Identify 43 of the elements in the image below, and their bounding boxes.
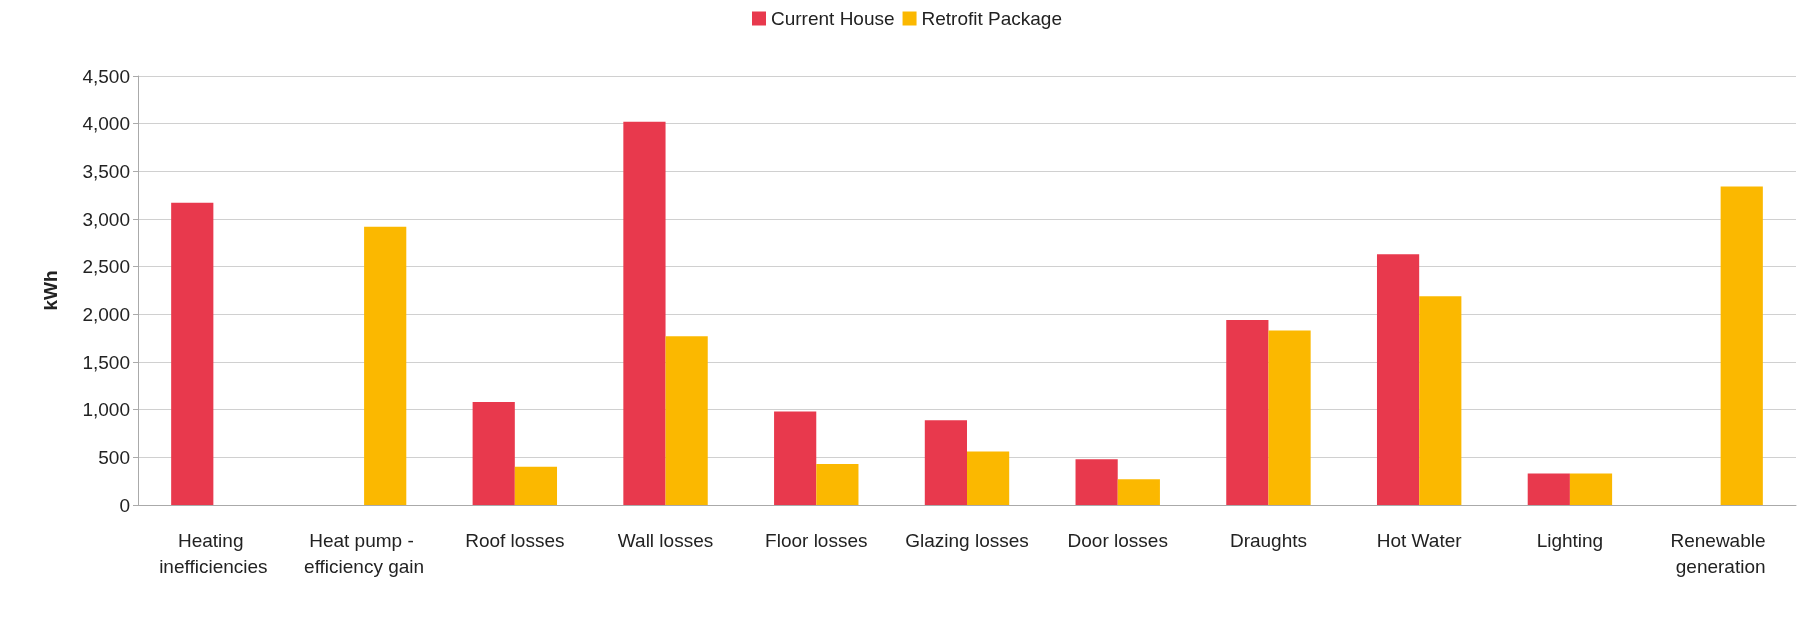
bar xyxy=(816,464,859,505)
y-tick-label: 1,500 xyxy=(82,351,130,373)
bar xyxy=(774,411,817,505)
x-tick-label: Heat pump - efficiency gain xyxy=(304,529,425,577)
x-tick-label: Hot Water xyxy=(1376,529,1463,551)
bar xyxy=(924,420,967,505)
y-tick-label: 0 xyxy=(119,494,130,516)
x-tick-label: Roof losses xyxy=(465,529,565,551)
bar xyxy=(1376,254,1420,505)
x-tick-label: Floor losses xyxy=(765,529,868,551)
bar xyxy=(514,466,558,505)
bar xyxy=(1226,320,1269,505)
y-tick-label: 2,500 xyxy=(82,256,130,278)
y-tick-label: 2,000 xyxy=(82,303,130,325)
y-tick-label: 4,500 xyxy=(82,65,130,87)
x-tick-label: Lighting xyxy=(1536,529,1604,551)
y-tick-label: 500 xyxy=(98,446,130,468)
legend-label: Current House xyxy=(770,8,895,29)
bar xyxy=(1117,479,1160,505)
bar xyxy=(171,202,214,505)
x-tick-label: Glazing losses xyxy=(905,529,1029,551)
y-axis-title: kWh xyxy=(40,270,61,311)
bar xyxy=(472,402,515,505)
bar xyxy=(967,451,1010,505)
bar xyxy=(1569,473,1613,505)
bar xyxy=(1268,330,1311,505)
x-tick-label: Door losses xyxy=(1067,529,1168,551)
bar xyxy=(1075,459,1118,505)
bar xyxy=(1527,473,1570,505)
y-tick-label: 4,000 xyxy=(82,113,130,135)
bar xyxy=(623,121,666,505)
y-tick-label: 1,000 xyxy=(82,399,130,421)
x-tick-label: Heating inefficiencies xyxy=(159,529,268,577)
bar xyxy=(1419,296,1462,505)
y-tick-label: 3,000 xyxy=(82,208,130,230)
y-tick-label: 3,500 xyxy=(82,160,130,182)
x-tick-label: Wall losses xyxy=(617,529,714,551)
x-tick-label: Renewable generation xyxy=(1670,529,1771,577)
bar xyxy=(1720,186,1763,505)
bar xyxy=(364,226,407,505)
x-tick-label: Draughts xyxy=(1229,529,1308,551)
legend-label: Retrofit Package xyxy=(921,8,1063,29)
bar xyxy=(665,336,708,505)
